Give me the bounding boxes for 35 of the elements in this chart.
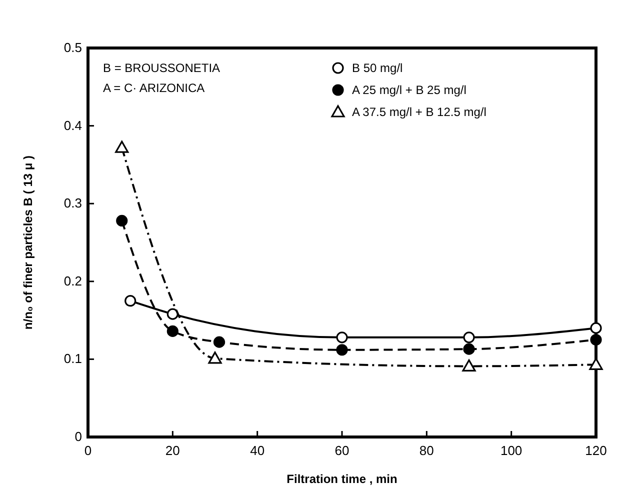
- x-tick-label: 60: [334, 443, 350, 458]
- point: [463, 343, 475, 355]
- y-tick-label: 0.5: [64, 40, 82, 55]
- x-axis-title: Filtration time , min: [286, 472, 398, 486]
- annotation: A = C· ARIZONICA: [103, 81, 205, 95]
- point: [124, 295, 136, 307]
- point: [463, 332, 475, 344]
- point: [116, 214, 128, 227]
- x-tick-label: 100: [500, 443, 522, 458]
- y-tick-label: 0.4: [64, 118, 82, 133]
- point: [590, 322, 602, 334]
- point: [166, 308, 178, 320]
- point: [589, 358, 603, 370]
- legend-label: A 25 mg/l + B 25 mg/l: [352, 83, 466, 97]
- x-tick-label: 40: [250, 443, 265, 458]
- x-tick-label: 120: [585, 443, 607, 458]
- y-tick-label: 0.3: [64, 196, 82, 211]
- x-tick-label: 80: [419, 443, 434, 458]
- x-tick-label: 20: [165, 443, 180, 458]
- point: [336, 344, 348, 356]
- point: [336, 332, 348, 344]
- point: [462, 359, 476, 372]
- point: [213, 336, 226, 348]
- y-tick-label: 0.2: [64, 273, 82, 288]
- point: [208, 352, 222, 364]
- point: [115, 140, 129, 153]
- legend-label: B 50 mg/l: [352, 61, 403, 75]
- x-tick-label: 0: [84, 443, 92, 458]
- y-axis-title: n/n₀ of finer particles B ( 13 μ ): [21, 155, 35, 330]
- point: [590, 334, 602, 346]
- annotation: B = BROUSSONETIA: [103, 61, 220, 75]
- y-tick-label: 0: [74, 429, 82, 444]
- y-tick-label: 0.1: [64, 351, 82, 366]
- point: [166, 325, 178, 337]
- legend-label: A 37.5 mg/l + B 12.5 mg/l: [352, 105, 486, 119]
